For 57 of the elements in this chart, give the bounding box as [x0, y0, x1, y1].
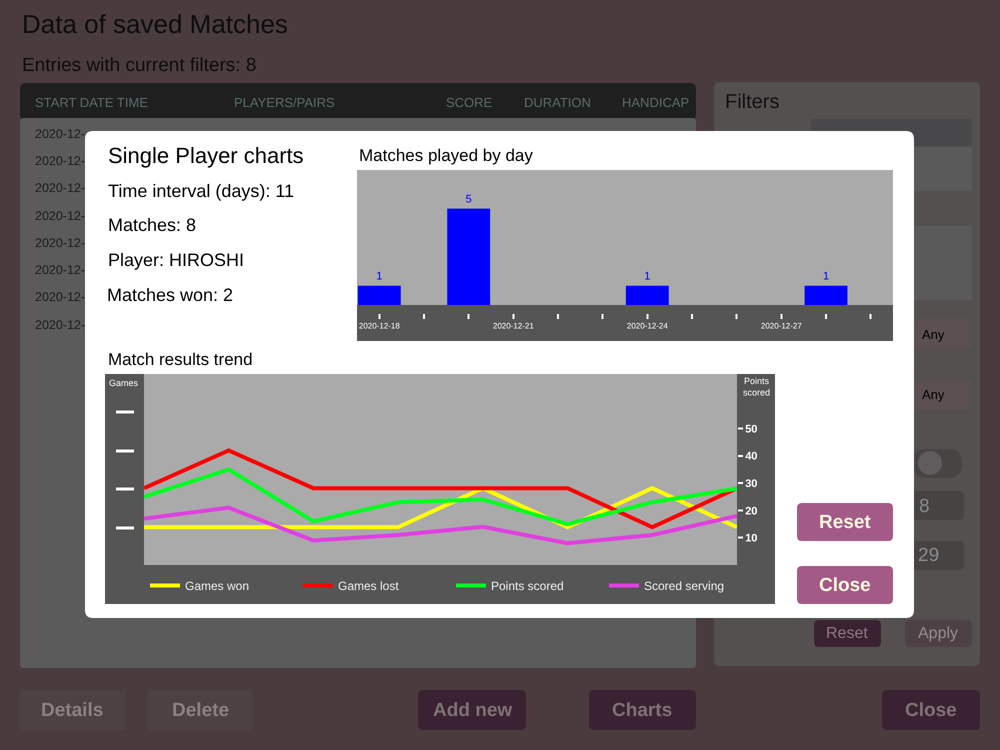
text: SCORE: [446, 95, 493, 110]
text: HANDICAP: [622, 95, 690, 110]
text: Close: [905, 700, 957, 721]
y-axis-title: Games: [109, 378, 139, 388]
data-label: 1: [822, 270, 830, 283]
text: Apply: [918, 625, 958, 642]
text: 2020-12-: [35, 290, 86, 304]
text: 8: [919, 496, 930, 517]
x-tick-label: 2020-12-24: [626, 322, 668, 331]
text: Add new: [433, 700, 512, 721]
text: Time interval (days): 11: [108, 181, 294, 201]
text: Reset: [826, 625, 868, 642]
chart-title: Match results trend: [108, 350, 253, 369]
text: Data of saved Matches: [22, 9, 288, 39]
text: Close: [819, 575, 871, 596]
text: 2020-12-: [35, 209, 86, 223]
y-tick-label: 20: [745, 505, 758, 518]
y-axis-title: Points scored: [743, 376, 770, 398]
legend-label: Games won: [185, 579, 250, 594]
text: Matches won: 2: [107, 285, 234, 305]
legend-label: Points scored: [491, 579, 564, 594]
line-series: [144, 468, 737, 526]
text: Reset: [819, 512, 872, 533]
legend-label: Scored serving: [644, 579, 724, 594]
text: START DATE TIME: [35, 95, 148, 110]
text: Single Player charts: [108, 143, 304, 168]
y-tick-label: 30: [745, 478, 758, 490]
text: Delete: [172, 700, 230, 721]
data-label: 1: [644, 270, 650, 283]
x-tick-label: 2020-12-18: [358, 322, 400, 331]
text: 2020-12-: [35, 263, 86, 277]
x-tick-label: 2020-12-27: [760, 322, 802, 331]
text: Player: HIROSHI: [108, 250, 244, 270]
text: Any: [922, 387, 945, 402]
text: Any: [922, 327, 945, 342]
y-tick-label: 50: [745, 423, 758, 436]
legend-label: Games lost: [338, 579, 400, 594]
text: Details: [41, 700, 104, 721]
text: Matches: 8: [108, 215, 196, 235]
text: Charts: [612, 700, 672, 721]
text: PLAYERS/PAIRS: [234, 95, 335, 110]
text: 2020-12-: [35, 154, 86, 168]
chart-title: Matches played by day: [359, 146, 534, 165]
text: DURATION: [524, 95, 591, 110]
y-tick-label: 10: [745, 532, 758, 545]
text: 2020-12-: [35, 127, 86, 141]
data-label: 5: [466, 194, 472, 206]
text: Entries with current filters: 8: [22, 55, 256, 76]
text: 2020-12-: [35, 236, 86, 250]
x-tick-label: 2020-12-21: [492, 322, 534, 331]
text: Filters: [725, 91, 780, 113]
data-label: 1: [376, 270, 382, 283]
text: 2020-12-: [35, 318, 86, 332]
text: 2020-12-: [35, 181, 86, 195]
text: 29: [918, 545, 940, 566]
line-series: [144, 506, 737, 546]
y-tick-label: 40: [745, 450, 758, 463]
